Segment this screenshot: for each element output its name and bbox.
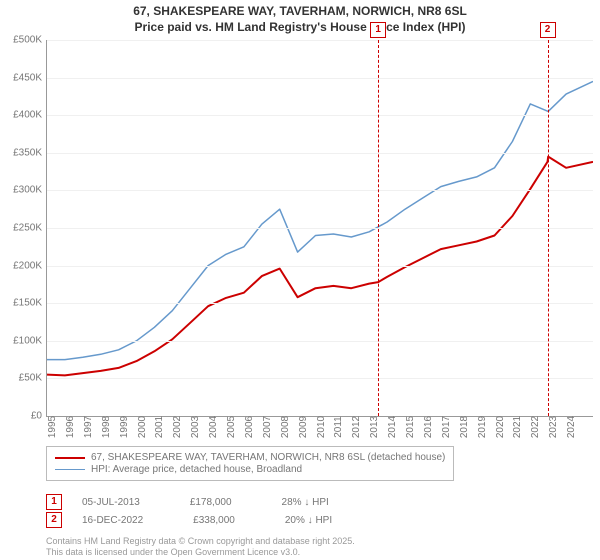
footer-line-1: Contains HM Land Registry data © Crown c…	[46, 536, 355, 546]
marker-line	[378, 40, 379, 416]
legend: 67, SHAKESPEARE WAY, TAVERHAM, NORWICH, …	[46, 446, 454, 481]
x-axis-label: 2009	[298, 416, 309, 438]
x-axis-label: 1998	[101, 416, 112, 438]
x-axis-label: 2023	[548, 416, 559, 438]
sale-price: £338,000	[193, 515, 235, 526]
chart-title: 67, SHAKESPEARE WAY, TAVERHAM, NORWICH, …	[0, 0, 600, 35]
x-axis-label: 2010	[316, 416, 327, 438]
marker-box: 1	[46, 494, 62, 510]
x-axis-label: 2021	[512, 416, 523, 438]
legend-item: HPI: Average price, detached house, Broa…	[55, 464, 445, 475]
x-axis-label: 1999	[119, 416, 130, 438]
legend-swatch	[55, 457, 85, 459]
x-axis-label: 2024	[566, 416, 577, 438]
marker-box: 2	[540, 22, 556, 38]
sales-table: 1 05-JUL-2013 £178,000 28% ↓ HPI 2 16-DEC-202…	[46, 492, 382, 530]
y-axis-label: £500K	[4, 35, 42, 46]
legend-label: 67, SHAKESPEARE WAY, TAVERHAM, NORWICH, …	[91, 452, 445, 463]
x-axis-label: 2018	[459, 416, 470, 438]
x-axis-label: 2014	[387, 416, 398, 438]
x-axis-label: 2015	[405, 416, 416, 438]
x-axis-label: 2016	[423, 416, 434, 438]
sales-row: 2 16-DEC-2022 £338,000 20% ↓ HPI	[46, 512, 382, 528]
x-axis-label: 1997	[83, 416, 94, 438]
marker-line	[548, 40, 549, 416]
x-axis-label: 2019	[477, 416, 488, 438]
sale-date: 05-JUL-2013	[82, 497, 140, 508]
y-axis-label: £0	[4, 411, 42, 422]
sale-price: £178,000	[190, 497, 232, 508]
y-axis-label: £50K	[4, 373, 42, 384]
x-axis-label: 2020	[495, 416, 506, 438]
plot-area: 1995199619971998199920002001200220032004…	[46, 40, 593, 417]
series-line	[47, 81, 593, 359]
chart-container: 67, SHAKESPEARE WAY, TAVERHAM, NORWICH, …	[0, 0, 600, 560]
legend-item: 67, SHAKESPEARE WAY, TAVERHAM, NORWICH, …	[55, 452, 445, 463]
sale-diff: 28% ↓ HPI	[282, 497, 329, 508]
y-axis-label: £200K	[4, 260, 42, 271]
footer-line-2: This data is licensed under the Open Gov…	[46, 547, 300, 557]
chart-area: 1995 1996 1997 1998 1999 2000 2001 2002 2003 2004…	[4, 40, 594, 440]
x-axis-label: 2002	[172, 416, 183, 438]
sales-row: 1 05-JUL-2013 £178,000 28% ↓ HPI	[46, 494, 382, 510]
x-axis-label: 2000	[137, 416, 148, 438]
x-axis-label: 2017	[441, 416, 452, 438]
x-axis-label: 2011	[333, 416, 344, 438]
title-line-2: Price paid vs. HM Land Registry's House …	[135, 20, 466, 34]
y-axis-label: £150K	[4, 298, 42, 309]
y-axis-label: £350K	[4, 147, 42, 158]
y-axis-label: £450K	[4, 72, 42, 83]
x-axis-label: 2004	[208, 416, 219, 438]
sale-date: 16-DEC-2022	[82, 515, 143, 526]
x-axis-label: 1996	[65, 416, 76, 438]
marker-box: 1	[370, 22, 386, 38]
x-axis-label: 1995	[47, 416, 58, 438]
x-axis-label: 2006	[244, 416, 255, 438]
legend-label: HPI: Average price, detached house, Broa…	[91, 464, 302, 475]
x-axis-label: 2012	[351, 416, 362, 438]
title-line-1: 67, SHAKESPEARE WAY, TAVERHAM, NORWICH, …	[133, 4, 467, 18]
x-axis-label: 2005	[226, 416, 237, 438]
y-axis-label: £400K	[4, 110, 42, 121]
x-axis-label: 2013	[369, 416, 380, 438]
y-axis-label: £300K	[4, 185, 42, 196]
legend-swatch	[55, 469, 85, 470]
x-axis-label: 2022	[530, 416, 541, 438]
marker-box: 2	[46, 512, 62, 528]
x-axis-label: 2001	[154, 416, 165, 438]
y-axis-label: £100K	[4, 335, 42, 346]
x-axis-label: 2008	[280, 416, 291, 438]
y-axis-label: £250K	[4, 223, 42, 234]
footer-credit: Contains HM Land Registry data © Crown c…	[46, 536, 355, 558]
x-axis-label: 2007	[262, 416, 273, 438]
sale-diff: 20% ↓ HPI	[285, 515, 332, 526]
x-axis-label: 2003	[190, 416, 201, 438]
